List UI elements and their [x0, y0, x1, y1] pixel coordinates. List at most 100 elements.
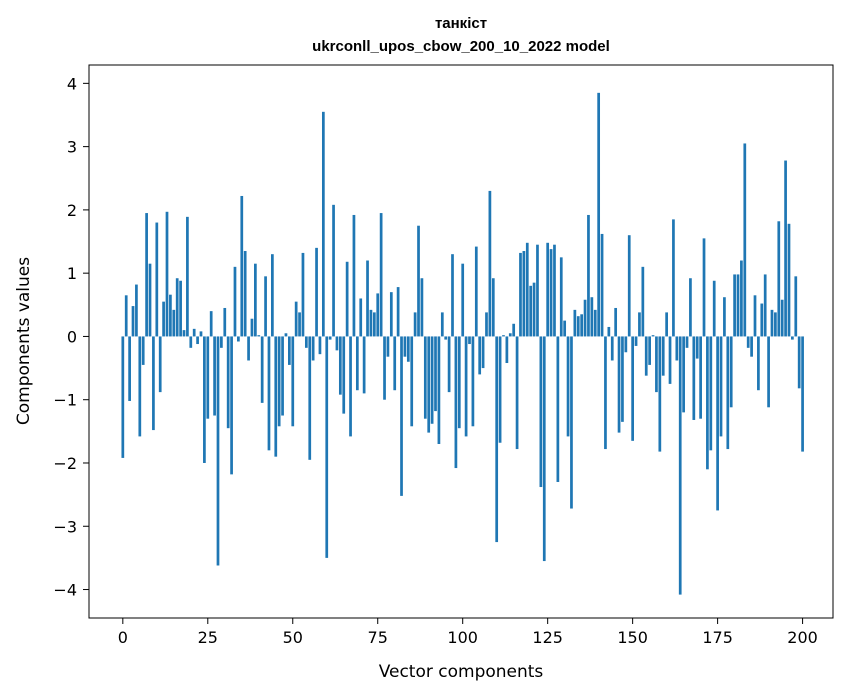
- bar: [369, 309, 373, 337]
- bar: [519, 252, 522, 337]
- bar: [750, 336, 753, 357]
- bar: [587, 214, 590, 337]
- bar: [277, 336, 281, 427]
- bar: [345, 261, 349, 337]
- bar: [464, 336, 468, 437]
- bar: [723, 297, 726, 337]
- bar: [444, 336, 448, 340]
- bar: [430, 336, 434, 424]
- bar: [525, 242, 529, 337]
- bar: [522, 251, 526, 337]
- bar: [315, 247, 318, 337]
- bar: [311, 336, 315, 361]
- x-tick-label: 50: [283, 628, 303, 647]
- y-tick-label: 3: [67, 138, 77, 157]
- bar: [260, 336, 264, 403]
- bar: [240, 195, 244, 337]
- plot-frame: [88, 64, 834, 619]
- bar: [719, 336, 723, 437]
- bar: [512, 323, 516, 337]
- bar: [162, 301, 165, 337]
- x-tick-label: 150: [617, 628, 648, 647]
- x-tick-label: 0: [118, 628, 128, 647]
- bar: [746, 336, 750, 348]
- bar: [600, 233, 604, 337]
- bar: [770, 309, 774, 337]
- bar: [121, 336, 125, 458]
- bar: [308, 336, 312, 460]
- bar: [264, 276, 267, 337]
- bar: [651, 335, 655, 337]
- bar: [716, 336, 719, 511]
- bar: [580, 314, 584, 337]
- bar: [573, 309, 577, 337]
- bar: [631, 336, 634, 441]
- bar: [288, 336, 291, 365]
- chart-subtitle: ukrconll_upos_cbow_200_10_2022 model: [312, 38, 610, 55]
- bar: [740, 260, 743, 337]
- bar: [434, 336, 437, 412]
- bar: [488, 190, 492, 337]
- bar: [542, 336, 546, 562]
- bar: [712, 280, 716, 337]
- bar: [454, 336, 458, 469]
- bar: [607, 326, 611, 337]
- bar: [672, 219, 675, 337]
- bar: [186, 216, 189, 337]
- bar: [570, 336, 573, 509]
- bar: [478, 336, 482, 375]
- bar: [138, 336, 142, 437]
- bar: [403, 336, 407, 357]
- bar: [423, 336, 427, 419]
- bar: [685, 336, 689, 348]
- bar: [536, 244, 539, 337]
- bar: [583, 299, 587, 337]
- bar: [420, 278, 424, 337]
- chart-title: танкіст: [435, 15, 487, 32]
- bar: [376, 293, 380, 337]
- bar: [682, 336, 685, 413]
- bar: [474, 246, 478, 337]
- bar: [199, 331, 203, 337]
- bar: [267, 336, 271, 451]
- bar: [196, 336, 199, 345]
- x-tick-label: 75: [368, 628, 388, 647]
- bar: [335, 336, 339, 351]
- bar: [213, 336, 216, 416]
- bar: [495, 336, 499, 543]
- bar: [627, 235, 631, 337]
- bar: [413, 312, 417, 337]
- bar: [614, 307, 618, 337]
- bar: [451, 254, 454, 337]
- bar: [383, 336, 386, 400]
- y-tick-label: 2: [67, 201, 77, 220]
- bar: [617, 336, 621, 433]
- x-tick-label: 100: [447, 628, 478, 647]
- bar: [610, 336, 614, 361]
- bar: [777, 221, 781, 337]
- y-tick-label: 1: [67, 264, 77, 283]
- y-tick-label: 0: [67, 327, 77, 346]
- bar: [753, 295, 757, 337]
- bar: [233, 266, 237, 337]
- bar: [230, 336, 233, 475]
- bar: [702, 238, 706, 337]
- bar: [145, 213, 148, 337]
- bar: [532, 282, 536, 337]
- bar: [678, 336, 682, 595]
- bar: [271, 254, 274, 337]
- y-axis-label: Components values: [14, 257, 34, 425]
- bar: [257, 335, 261, 337]
- bar: [349, 336, 352, 437]
- bar: [668, 336, 672, 384]
- bar: [172, 309, 176, 337]
- bar: [539, 336, 543, 488]
- bar: [576, 316, 580, 337]
- bar: [709, 336, 713, 451]
- bar: [304, 336, 308, 348]
- bar: [338, 336, 342, 395]
- bar: [386, 336, 390, 357]
- bar: [763, 274, 767, 337]
- bar: [794, 276, 798, 337]
